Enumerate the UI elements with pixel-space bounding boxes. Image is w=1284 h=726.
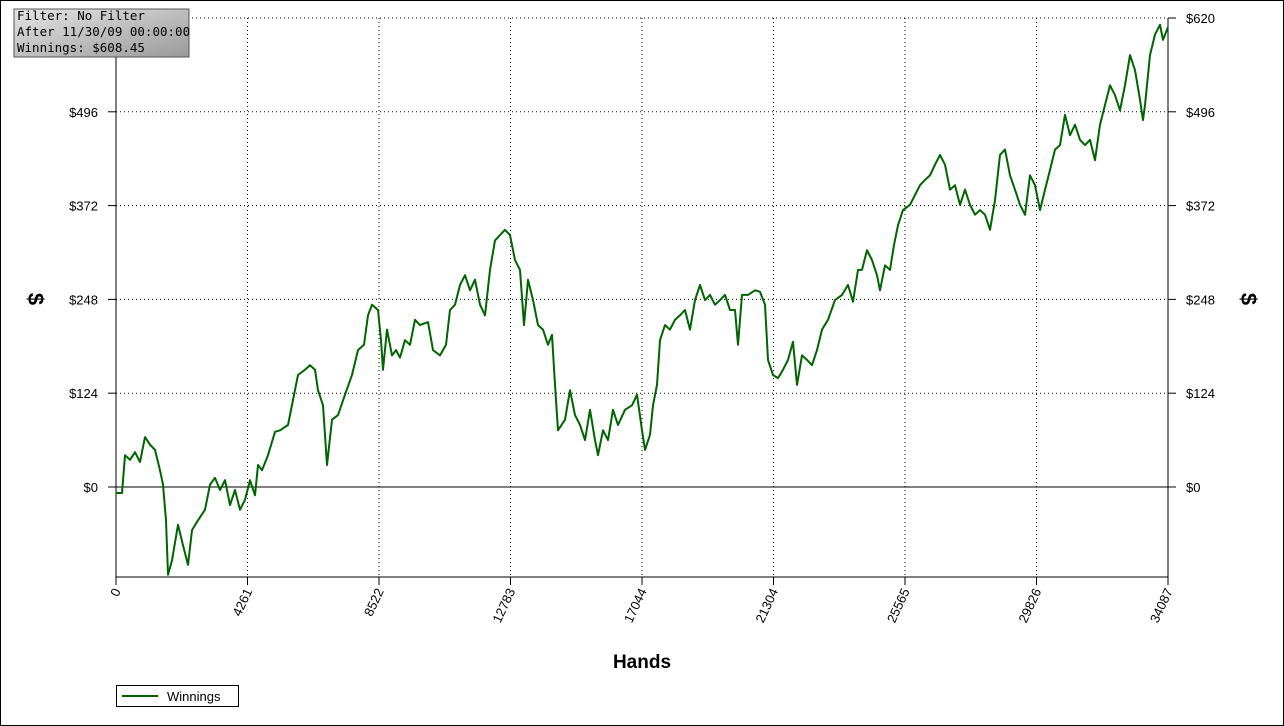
info-line: Winnings: $608.45 bbox=[17, 40, 145, 55]
line bbox=[116, 23, 1169, 576]
y-tick-label: $0 bbox=[84, 480, 98, 495]
y-tick-label: $372 bbox=[69, 199, 98, 214]
info-box bbox=[13, 8, 190, 58]
y-tick-label: $496 bbox=[69, 105, 98, 120]
y-axis-label: $ bbox=[23, 293, 48, 305]
info-line: After 11/30/09 00:00:00 bbox=[17, 24, 190, 39]
y2-axis-label: $ bbox=[1236, 293, 1261, 305]
y-tick-label: $124 bbox=[69, 386, 98, 401]
legend-label: Winnings bbox=[167, 689, 221, 704]
legend bbox=[116, 685, 239, 707]
y2-tick-label: $248 bbox=[1186, 292, 1215, 307]
y2-tick-label: $0 bbox=[1186, 480, 1200, 495]
x-axis-label: Hands bbox=[613, 652, 671, 673]
y2-tick-label: $124 bbox=[1186, 386, 1215, 401]
y2-tick-label: $372 bbox=[1186, 199, 1215, 214]
y2-tick-label: $620 bbox=[1186, 11, 1215, 26]
y2-tick-label: $496 bbox=[1186, 105, 1215, 120]
info-line: Filter: No Filter bbox=[17, 8, 145, 23]
y-tick-label: $248 bbox=[69, 292, 98, 307]
